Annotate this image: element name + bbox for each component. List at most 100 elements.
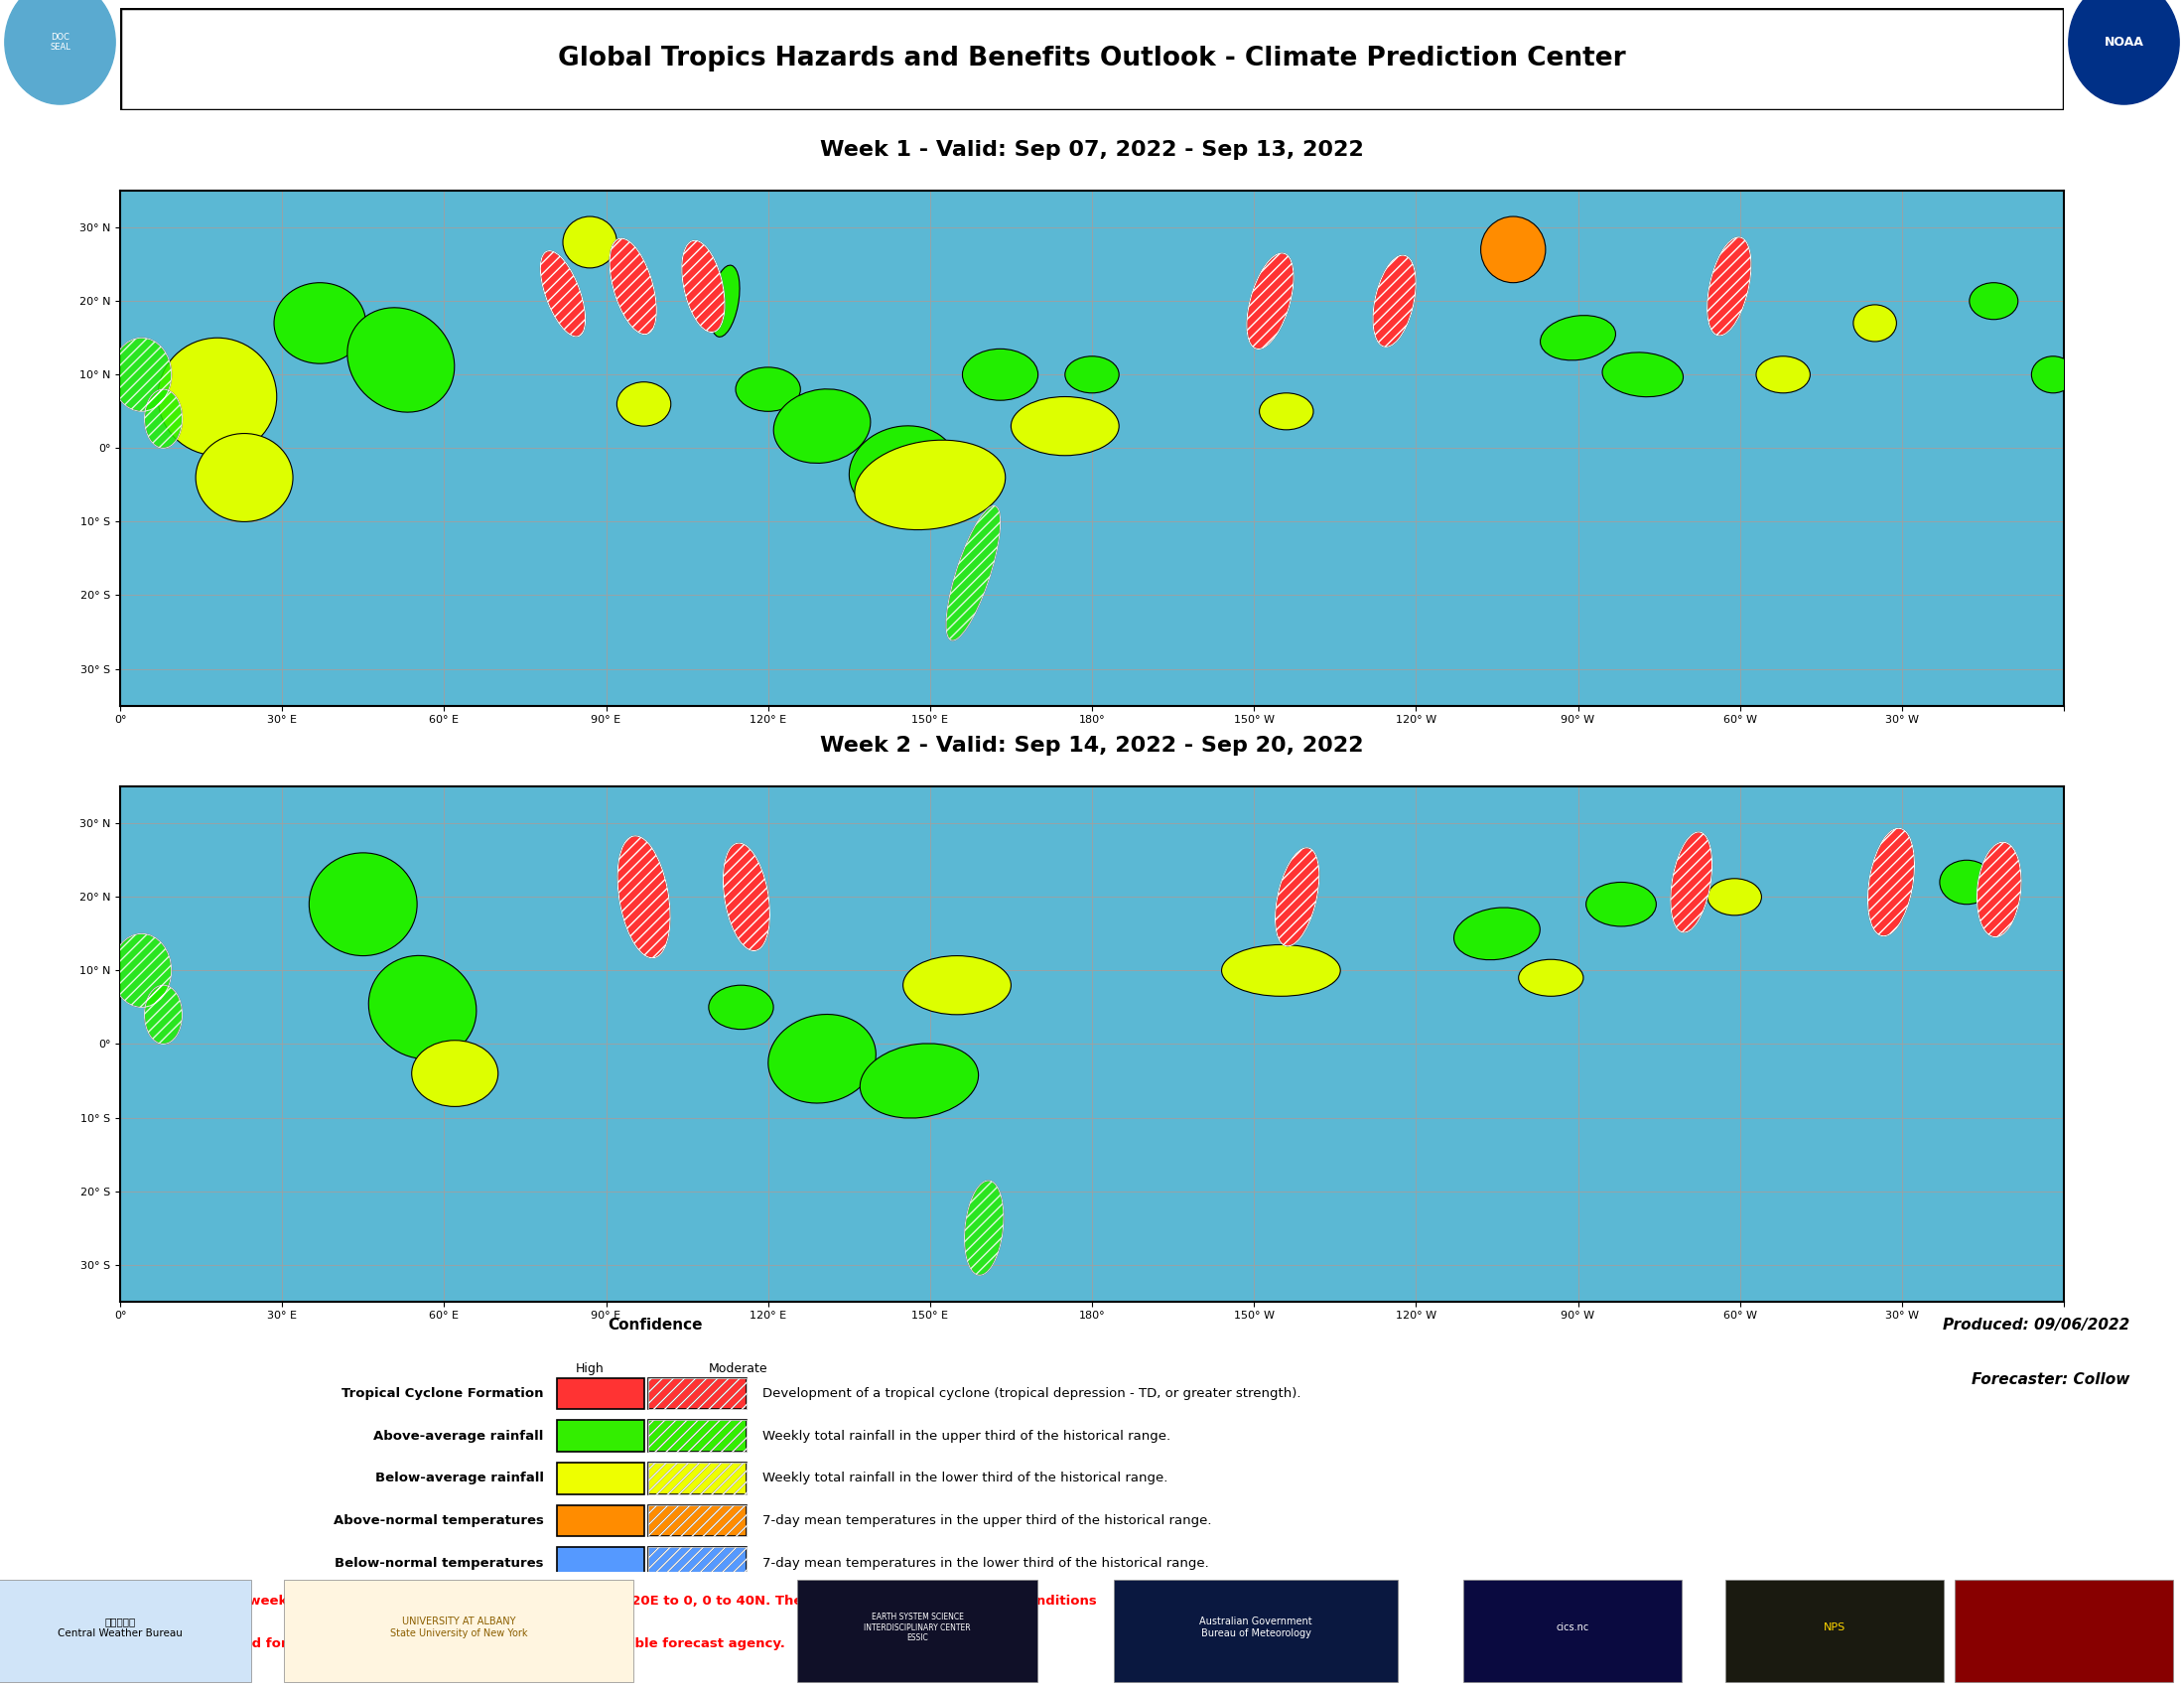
Text: Weekly total rainfall in the upper third of the historical range.: Weekly total rainfall in the upper third… <box>762 1430 1171 1443</box>
Text: Week 2 - Valid: Sep 14, 2022 - Sep 20, 2022: Week 2 - Valid: Sep 14, 2022 - Sep 20, 2… <box>821 736 1363 756</box>
Text: cics.nc: cics.nc <box>1555 1622 1590 1632</box>
Text: EARTH SYSTEM SCIENCE
INTERDISCIPLINARY CENTER
ESSIC: EARTH SYSTEM SCIENCE INTERDISCIPLINARY C… <box>865 1612 970 1642</box>
Ellipse shape <box>144 390 181 447</box>
Ellipse shape <box>1867 829 1915 937</box>
Circle shape <box>2068 0 2180 105</box>
FancyBboxPatch shape <box>1955 1580 2173 1683</box>
Ellipse shape <box>708 986 773 1030</box>
Ellipse shape <box>1540 316 1616 360</box>
Ellipse shape <box>2031 356 2075 393</box>
Ellipse shape <box>144 986 181 1043</box>
Text: Below-normal temperatures: Below-normal temperatures <box>334 1556 544 1570</box>
Ellipse shape <box>854 441 1005 530</box>
FancyBboxPatch shape <box>557 1506 644 1536</box>
Ellipse shape <box>723 842 769 950</box>
Text: Week 1 - Valid: Sep 07, 2022 - Sep 13, 2022: Week 1 - Valid: Sep 07, 2022 - Sep 13, 2… <box>821 140 1363 160</box>
Ellipse shape <box>1977 842 2020 937</box>
Text: Forecaster: Collow: Forecaster: Collow <box>1972 1372 2129 1388</box>
Ellipse shape <box>850 425 957 515</box>
Ellipse shape <box>1671 832 1712 932</box>
FancyBboxPatch shape <box>797 1580 1037 1683</box>
Ellipse shape <box>1708 238 1752 336</box>
Text: Weekly total rainfall in the lower third of the historical range.: Weekly total rainfall in the lower third… <box>762 1472 1168 1485</box>
Ellipse shape <box>946 506 1000 640</box>
Ellipse shape <box>681 241 725 333</box>
FancyBboxPatch shape <box>557 1377 644 1409</box>
Ellipse shape <box>1970 282 2018 319</box>
Text: Development of a tropical cyclone (tropical depression - TD, or greater strength: Development of a tropical cyclone (tropi… <box>762 1388 1302 1399</box>
Text: Product is updated once per week, except from 6/1 - 11/30 for the region from 12: Product is updated once per week, except… <box>33 1595 1096 1609</box>
FancyBboxPatch shape <box>1463 1580 1682 1683</box>
Text: Moderate: Moderate <box>708 1362 769 1376</box>
Text: Confidence: Confidence <box>607 1318 703 1332</box>
Ellipse shape <box>1708 878 1762 915</box>
FancyBboxPatch shape <box>649 1548 747 1578</box>
Ellipse shape <box>773 388 871 463</box>
Circle shape <box>4 0 116 105</box>
FancyBboxPatch shape <box>557 1420 644 1452</box>
Ellipse shape <box>273 282 365 363</box>
FancyBboxPatch shape <box>1725 1580 1944 1683</box>
Ellipse shape <box>736 368 802 412</box>
Ellipse shape <box>347 307 454 412</box>
Text: UNIVERSITY AT ALBANY
State University of New York: UNIVERSITY AT ALBANY State University of… <box>391 1617 526 1637</box>
Text: Produced: 09/06/2022: Produced: 09/06/2022 <box>1942 1318 2129 1332</box>
FancyBboxPatch shape <box>557 1548 644 1578</box>
Ellipse shape <box>1374 255 1415 346</box>
Ellipse shape <box>111 338 170 412</box>
Text: Below-average rainfall: Below-average rainfall <box>376 1472 544 1485</box>
Ellipse shape <box>369 955 476 1058</box>
Ellipse shape <box>157 338 277 456</box>
Ellipse shape <box>769 1014 876 1104</box>
FancyBboxPatch shape <box>120 8 2064 110</box>
FancyBboxPatch shape <box>649 1463 747 1494</box>
Ellipse shape <box>1603 353 1684 397</box>
Ellipse shape <box>310 852 417 955</box>
FancyBboxPatch shape <box>649 1506 747 1536</box>
Ellipse shape <box>1066 356 1118 393</box>
Text: Tropical Cyclone Formation: Tropical Cyclone Formation <box>341 1388 544 1399</box>
Ellipse shape <box>965 1180 1005 1274</box>
FancyBboxPatch shape <box>284 1580 633 1683</box>
Ellipse shape <box>197 434 293 522</box>
Ellipse shape <box>1221 945 1341 996</box>
Ellipse shape <box>1518 959 1583 996</box>
Text: 7-day mean temperatures in the upper third of the historical range.: 7-day mean temperatures in the upper thi… <box>762 1514 1212 1528</box>
Ellipse shape <box>1247 253 1293 349</box>
Ellipse shape <box>860 1043 978 1117</box>
Text: 7-day mean temperatures in the lower third of the historical range.: 7-day mean temperatures in the lower thi… <box>762 1556 1208 1570</box>
Text: NOAA: NOAA <box>2103 35 2145 49</box>
Ellipse shape <box>963 349 1037 400</box>
Ellipse shape <box>1260 393 1313 430</box>
Ellipse shape <box>710 265 740 338</box>
Text: Above-normal temperatures: Above-normal temperatures <box>334 1514 544 1528</box>
Text: Global Tropics Hazards and Benefits Outlook - Climate Prediction Center: Global Tropics Hazards and Benefits Outl… <box>559 46 1625 73</box>
FancyBboxPatch shape <box>0 1580 251 1683</box>
Text: DOC
SEAL: DOC SEAL <box>50 32 70 52</box>
Ellipse shape <box>1939 861 1994 905</box>
FancyBboxPatch shape <box>557 1463 644 1494</box>
Ellipse shape <box>609 238 657 334</box>
FancyBboxPatch shape <box>649 1420 747 1452</box>
FancyBboxPatch shape <box>1114 1580 1398 1683</box>
Ellipse shape <box>111 933 170 1008</box>
Ellipse shape <box>618 836 670 957</box>
Ellipse shape <box>1481 216 1546 282</box>
Ellipse shape <box>902 955 1011 1014</box>
Ellipse shape <box>1854 306 1896 341</box>
FancyBboxPatch shape <box>649 1377 747 1409</box>
Ellipse shape <box>411 1040 498 1107</box>
Ellipse shape <box>1011 397 1118 456</box>
Ellipse shape <box>1275 847 1319 945</box>
Ellipse shape <box>1455 908 1540 960</box>
Text: NPS: NPS <box>1824 1622 1845 1632</box>
Text: 中央氣象局
Central Weather Bureau: 中央氣象局 Central Weather Bureau <box>57 1617 183 1637</box>
Text: Above-average rainfall: Above-average rainfall <box>373 1430 544 1443</box>
Ellipse shape <box>563 216 616 268</box>
Ellipse shape <box>539 252 585 336</box>
Text: integrated over a 7-day period for US interests only.  Consult your local respon: integrated over a 7-day period for US in… <box>33 1637 784 1649</box>
Text: Australian Government
Bureau of Meteorology: Australian Government Bureau of Meteorol… <box>1199 1617 1313 1637</box>
Text: High: High <box>574 1362 605 1376</box>
Ellipse shape <box>1586 883 1655 927</box>
Ellipse shape <box>616 381 670 425</box>
